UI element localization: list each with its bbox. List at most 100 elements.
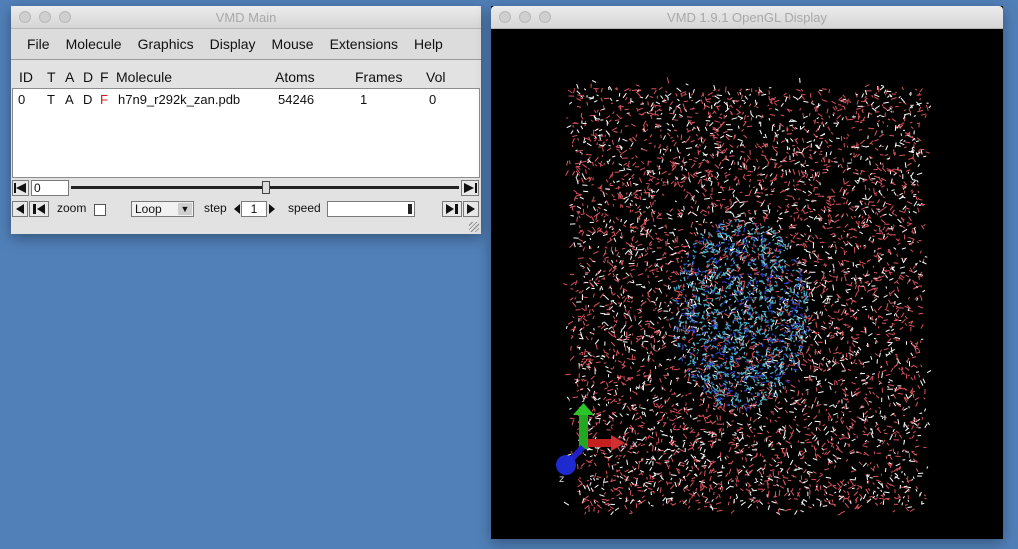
water-bond: [677, 182, 681, 188]
step-input[interactable]: 1: [241, 201, 267, 217]
molecule-row[interactable]: 0 T A D F h7n9_r292k_zan.pdb 54246 1 0: [13, 92, 479, 108]
water-bond: [877, 305, 882, 311]
water-bond: [582, 395, 588, 399]
water-bond: [886, 157, 891, 160]
close-button[interactable]: [19, 11, 31, 23]
water-bond: [846, 240, 850, 244]
water-bond: [762, 383, 765, 386]
water-bond: [637, 311, 642, 314]
water-bond: [804, 301, 809, 304]
water-bond: [680, 249, 685, 252]
water-bond: [824, 279, 827, 285]
water-bond: [802, 358, 808, 363]
water-bond: [840, 362, 845, 368]
water-bond: [816, 381, 820, 386]
main-titlebar[interactable]: VMD Main: [11, 6, 481, 29]
water-bond: [775, 464, 780, 468]
water-bond: [677, 103, 681, 107]
water-bond: [654, 287, 660, 290]
mol-top-toggle[interactable]: T: [47, 92, 55, 107]
opengl-viewport[interactable]: y x z: [491, 29, 1003, 539]
play-forward-button[interactable]: [442, 201, 462, 217]
molecule-list[interactable]: 0 T A D F h7n9_r292k_zan.pdb 54246 1 0: [12, 88, 480, 178]
minimize-button[interactable]: [39, 11, 51, 23]
water-bond: [821, 122, 824, 125]
speed-slider[interactable]: [327, 201, 415, 217]
menu-graphics[interactable]: Graphics: [137, 36, 194, 52]
water-bond: [659, 475, 664, 481]
water-bond: [794, 138, 799, 144]
water-bond: [730, 113, 734, 116]
jump-to-start-button[interactable]: [12, 180, 29, 196]
water-bond: [869, 376, 873, 381]
water-bond: [817, 331, 820, 335]
water-bond: [839, 99, 844, 102]
menu-display[interactable]: Display: [209, 36, 256, 52]
water-bond: [873, 255, 878, 258]
water-bond: [867, 288, 874, 292]
water-bond: [708, 322, 712, 325]
water-bond: [879, 214, 884, 218]
frame-slider-handle[interactable]: [262, 181, 270, 194]
step-forward-button[interactable]: [463, 201, 479, 217]
water-bond: [636, 432, 640, 435]
water-bond: [831, 321, 834, 326]
jump-to-end-button[interactable]: [461, 180, 479, 196]
water-bond: [605, 115, 611, 119]
water-bond: [794, 298, 798, 302]
step-decrement-button[interactable]: [233, 201, 240, 217]
menu-extensions[interactable]: Extensions: [329, 36, 399, 52]
display-titlebar[interactable]: VMD 1.9.1 OpenGL Display: [491, 6, 1003, 29]
water-bond: [824, 263, 827, 268]
water-bond: [774, 132, 778, 138]
menu-molecule[interactable]: Molecule: [65, 36, 122, 52]
mol-active-toggle[interactable]: A: [65, 92, 74, 107]
water-bond: [603, 105, 605, 110]
close-button[interactable]: [499, 11, 511, 23]
water-bond: [580, 289, 584, 294]
resize-grip-icon[interactable]: [469, 222, 479, 232]
water-bond: [877, 254, 882, 260]
water-bond: [776, 307, 781, 311]
loop-mode-select[interactable]: Loop ▼: [131, 201, 194, 217]
speed-slider-handle[interactable]: [408, 204, 412, 214]
water-bond: [745, 158, 749, 163]
water-bond: [606, 200, 610, 206]
menu-file[interactable]: File: [27, 36, 50, 52]
menu-mouse[interactable]: Mouse: [271, 36, 314, 52]
zoom-button[interactable]: [539, 11, 551, 23]
zoom-button[interactable]: [59, 11, 71, 23]
mol-drawn-toggle[interactable]: D: [83, 92, 93, 107]
water-bond: [908, 91, 912, 95]
water-bond: [868, 401, 872, 403]
play-reverse-button[interactable]: [29, 201, 49, 217]
water-bond: [585, 350, 591, 354]
water-bond: [727, 501, 730, 506]
water-bond: [673, 451, 677, 456]
water-bond: [834, 404, 838, 409]
water-bond: [831, 219, 834, 222]
water-bond: [659, 430, 664, 433]
water-bond: [600, 87, 603, 93]
water-bond: [718, 256, 722, 261]
water-bond: [610, 478, 613, 482]
water-bond: [612, 273, 615, 276]
step-increment-button[interactable]: [268, 201, 275, 217]
water-bond: [656, 264, 659, 268]
water-bond: [840, 510, 846, 514]
water-bond: [586, 479, 590, 482]
step-back-button[interactable]: [12, 201, 28, 217]
mol-fixed-toggle[interactable]: F: [100, 92, 108, 107]
water-bond: [757, 145, 763, 149]
water-bond: [736, 475, 739, 480]
water-bond: [862, 462, 867, 467]
water-bond: [597, 509, 600, 514]
water-bond: [651, 188, 653, 194]
frame-input[interactable]: 0: [31, 180, 69, 196]
water-bond: [863, 451, 870, 457]
zoom-checkbox[interactable]: [94, 204, 106, 216]
menu-help[interactable]: Help: [414, 36, 443, 52]
minimize-button[interactable]: [519, 11, 531, 23]
water-bond: [733, 99, 737, 103]
water-bond: [899, 142, 905, 146]
